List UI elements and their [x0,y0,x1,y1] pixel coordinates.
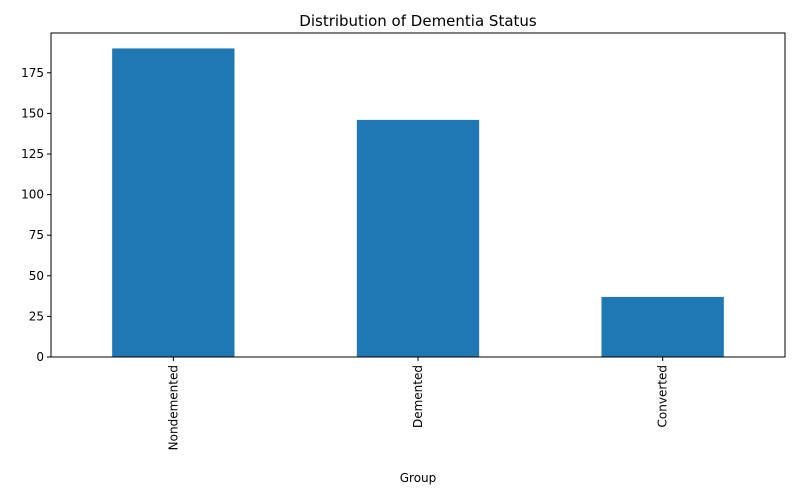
y-axis-ticks: 0 25 50 75 100 125 150 175 [21,66,51,364]
y-tick-label: 100 [21,188,44,202]
x-tick-label: Converted [656,365,670,427]
bar-nondemented [112,48,235,358]
bars-layer [112,48,724,358]
y-tick-label: 50 [29,269,44,283]
x-tick-label: Demented [411,365,425,428]
x-axis-ticks: Nondemented Demented Converted [166,357,670,450]
y-tick-label: 125 [21,147,44,161]
bar-demented [356,119,480,358]
y-tick-label: 150 [21,106,44,120]
chart-title: Distribution of Dementia Status [299,12,537,30]
y-tick-label: 75 [29,228,44,242]
y-tick-label: 0 [36,350,44,364]
y-tick-label: 175 [21,66,44,80]
bar-converted [601,296,724,357]
x-tick-label: Nondemented [166,365,180,450]
x-axis-label: Group [400,471,437,485]
y-tick-label: 25 [29,309,44,323]
